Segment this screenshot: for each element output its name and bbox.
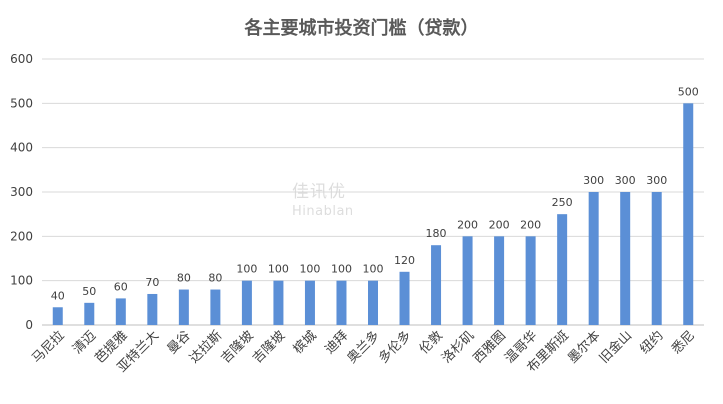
x-tick-label: 达拉斯 bbox=[187, 328, 225, 366]
x-tick-label: 多伦多 bbox=[375, 328, 414, 367]
x-tick-label: 纽约 bbox=[638, 328, 667, 357]
y-tick-label: 400 bbox=[10, 141, 33, 155]
bar bbox=[336, 280, 347, 325]
x-tick-label: 洛杉矶 bbox=[439, 328, 477, 366]
bar bbox=[147, 293, 158, 325]
data-label: 120 bbox=[394, 254, 415, 267]
data-label: 60 bbox=[114, 280, 128, 293]
y-tick-label: 600 bbox=[10, 52, 33, 66]
x-tick-label: 悉尼 bbox=[669, 328, 698, 357]
x-tick-label: 吉隆坡 bbox=[219, 328, 257, 366]
data-label: 250 bbox=[552, 196, 573, 209]
bar bbox=[651, 192, 662, 325]
data-label: 100 bbox=[331, 263, 352, 276]
bar bbox=[620, 192, 631, 325]
x-tick-label: 旧金山 bbox=[596, 328, 635, 367]
data-label: 200 bbox=[489, 218, 510, 231]
data-label: 100 bbox=[363, 263, 384, 276]
data-label: 300 bbox=[615, 174, 636, 187]
data-label: 180 bbox=[426, 227, 447, 240]
bar bbox=[399, 271, 410, 325]
bar bbox=[178, 289, 189, 325]
data-label: 80 bbox=[177, 272, 191, 285]
grid-lines bbox=[42, 58, 704, 326]
bar bbox=[368, 280, 378, 325]
bar bbox=[210, 289, 221, 325]
bar bbox=[115, 298, 126, 325]
bar bbox=[273, 280, 284, 325]
bar bbox=[494, 236, 505, 325]
bar bbox=[588, 192, 599, 325]
data-label: 500 bbox=[678, 85, 699, 98]
x-tick-label: 西雅图 bbox=[471, 328, 509, 366]
data-label: 100 bbox=[236, 263, 257, 276]
x-tick-label: 马尼拉 bbox=[29, 328, 67, 366]
data-label: 200 bbox=[520, 218, 541, 231]
bar bbox=[431, 245, 442, 325]
y-tick-label: 100 bbox=[10, 274, 33, 288]
bar bbox=[84, 302, 95, 325]
bar bbox=[525, 236, 536, 325]
y-tick-label: 500 bbox=[10, 96, 33, 110]
data-label: 40 bbox=[51, 289, 65, 302]
x-tick-label: 槟城 bbox=[290, 328, 320, 358]
data-label: 300 bbox=[646, 174, 667, 187]
bar bbox=[52, 307, 63, 325]
y-tick-label: 200 bbox=[10, 229, 33, 243]
data-label: 300 bbox=[583, 174, 604, 187]
bar bbox=[304, 280, 315, 325]
data-labels: 40 50 60 70 80 80 100 100 100 100 100 120 180 200 200 2… bbox=[51, 85, 699, 302]
bar bbox=[462, 236, 473, 325]
y-axis-tick-labels: 0 100 200 300 400 500 600 bbox=[10, 52, 33, 332]
y-tick-label: 0 bbox=[25, 318, 33, 332]
data-label: 100 bbox=[268, 263, 289, 276]
y-tick-label: 300 bbox=[10, 185, 33, 199]
bar bbox=[683, 103, 694, 325]
x-tick-label: 奥兰多 bbox=[344, 328, 383, 367]
x-tick-label: 墨尔本 bbox=[565, 328, 603, 366]
bar bbox=[557, 214, 568, 325]
data-label: 50 bbox=[82, 285, 96, 298]
data-label: 200 bbox=[457, 218, 478, 231]
bars bbox=[52, 103, 694, 325]
bar bbox=[241, 280, 252, 325]
x-tick-label: 吉隆坡 bbox=[250, 328, 288, 366]
data-label: 100 bbox=[299, 263, 320, 276]
chart-title: 各主要城市投资门槛（贷款） bbox=[244, 17, 479, 39]
data-label: 80 bbox=[208, 272, 222, 285]
data-label: 70 bbox=[145, 276, 159, 289]
